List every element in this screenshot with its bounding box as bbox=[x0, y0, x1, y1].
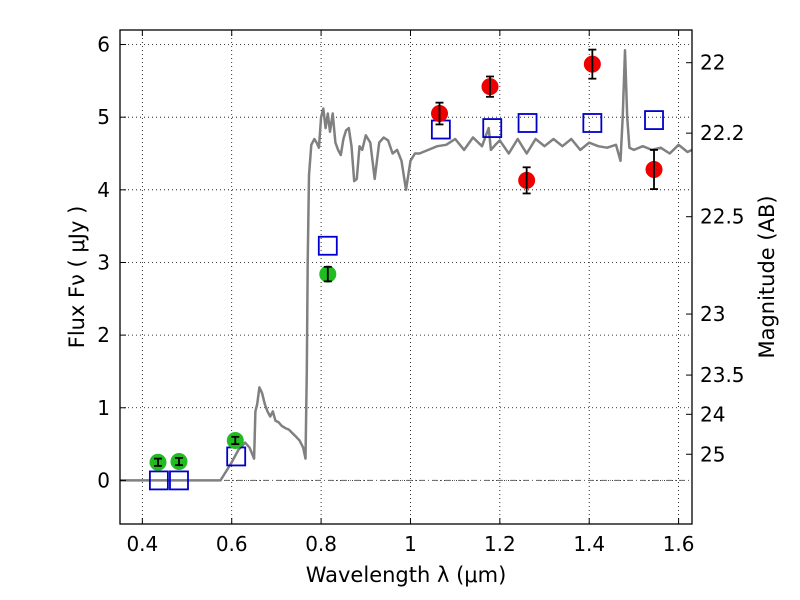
y2-tick-label: 22 bbox=[700, 51, 725, 75]
x-axis-title: Wavelength λ (μm) bbox=[306, 563, 507, 587]
x-tick-label: 0.8 bbox=[305, 532, 337, 556]
plot-frame bbox=[119, 29, 693, 525]
y-tick-label: 6 bbox=[97, 33, 110, 57]
y-axis-title: Flux Fν ( μJy ) bbox=[65, 206, 89, 349]
x-axis-ticks: 0.4 0.6 0.8 1 1.2 1.4 1.6 bbox=[126, 30, 695, 556]
blue-square-marker bbox=[148, 470, 169, 491]
x-tick-label: 1.6 bbox=[663, 532, 695, 556]
y2-tick-label: 23.5 bbox=[700, 363, 745, 387]
y-tick-label: 3 bbox=[97, 250, 110, 274]
x-tick-label: 0.4 bbox=[126, 532, 158, 556]
y2-tick-label: 24 bbox=[700, 402, 725, 426]
blue-square-marker bbox=[644, 110, 664, 130]
y-axis-ticks: 0 1 2 3 4 5 6 bbox=[97, 33, 126, 492]
y2-tick-label: 25 bbox=[700, 442, 725, 466]
blue-square-marker bbox=[582, 113, 603, 133]
y2-axis-title: Magnitude (AB) bbox=[755, 195, 779, 358]
grid-lines bbox=[120, 30, 692, 524]
y-tick-label: 2 bbox=[97, 323, 110, 347]
x-tick-label: 0.6 bbox=[216, 532, 248, 556]
green-point-series bbox=[149, 265, 337, 471]
y-tick-label: 4 bbox=[97, 178, 110, 202]
blue-square-marker bbox=[482, 118, 503, 138]
y2-tick-label: 23 bbox=[700, 302, 725, 326]
red-point-series bbox=[431, 48, 663, 195]
model-spectrum-line bbox=[120, 49, 693, 482]
blue-square-marker bbox=[317, 235, 338, 256]
x-tick-label: 1 bbox=[404, 532, 417, 556]
blue-square-marker bbox=[169, 470, 189, 491]
y2-tick-label: 22.5 bbox=[700, 205, 745, 229]
plot-background bbox=[120, 30, 692, 524]
y-tick-label: 0 bbox=[97, 468, 110, 492]
blue-square-marker bbox=[517, 113, 538, 133]
y2-tick-label: 22.2 bbox=[700, 121, 745, 145]
y-tick-label: 5 bbox=[97, 105, 110, 129]
y-tick-label: 1 bbox=[97, 396, 110, 420]
y2-axis-ticks: 22 22.2 22.5 23 23.5 24 25 bbox=[686, 51, 745, 466]
x-tick-label: 1.4 bbox=[573, 532, 605, 556]
x-tick-label: 1.2 bbox=[484, 532, 516, 556]
